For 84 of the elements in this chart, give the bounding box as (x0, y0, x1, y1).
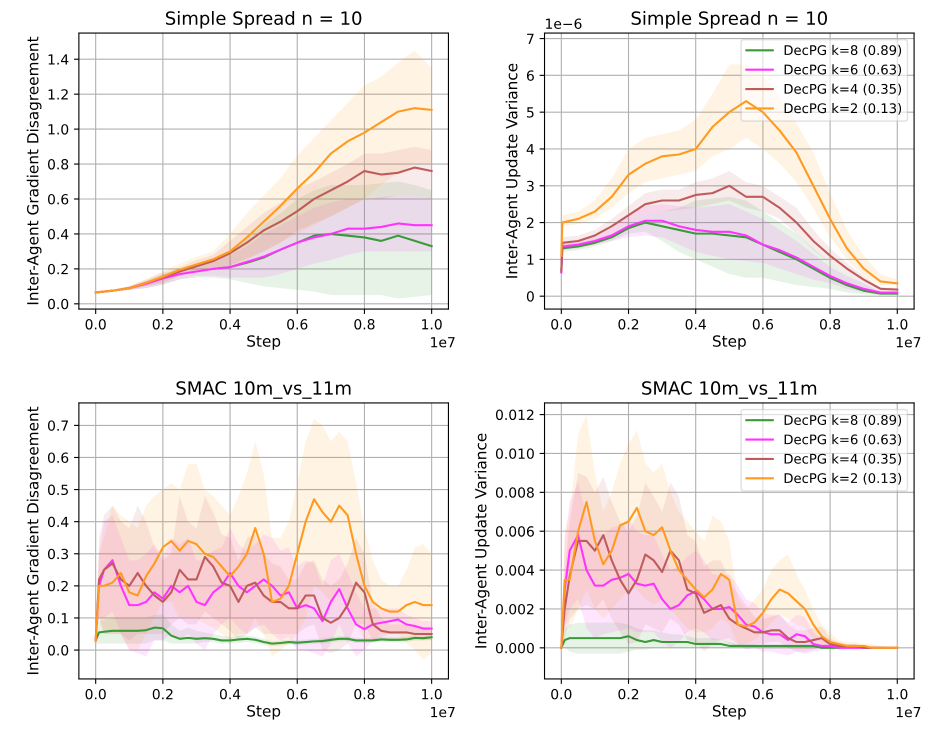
text: 1e7 (431, 337, 455, 348)
x-tick-label: 0.2 (618, 319, 638, 330)
x-tick-label: 0.4 (220, 688, 240, 700)
x-axis-title: Step (712, 335, 746, 350)
y-tick-label: 0.012 (496, 410, 534, 420)
y-tick-label: 0.1 (48, 612, 68, 624)
y-tick-label: 1.0 (48, 124, 68, 135)
y-tick-label: 0.0 (48, 645, 68, 656)
y-tick-label: 0.004 (496, 565, 534, 576)
y-tick-label: 0.0 (48, 298, 68, 310)
legend-label: DecPG k=2 (0.13) (784, 472, 902, 485)
y-tick-label: 0.002 (496, 604, 534, 614)
text: 1e−6 (546, 18, 582, 29)
y-tick-label: 0.4 (48, 228, 68, 240)
x-tick-label: 0.6 (287, 688, 308, 700)
y-tick-label: 0.4 (48, 516, 68, 528)
x-tick-label: 0.2 (152, 688, 173, 700)
y-axis-title: Inter-Agent Gradient Disagreement (26, 36, 42, 304)
text: 1e7 (431, 706, 455, 718)
x-tick-label: 0.8 (354, 319, 375, 330)
line-series (94, 107, 433, 294)
x-axis-title: Step (712, 705, 746, 720)
x-tick-label: 0.8 (820, 688, 840, 700)
y-axis-title: Inter-Agent Update Variance (506, 64, 520, 278)
chart-title: Simple Spread n = 10 (166, 10, 362, 28)
x-axis-title: Step (247, 335, 280, 350)
y-tick-label: 2 (526, 218, 534, 228)
chart-title: Simple Spread n = 10 (632, 10, 827, 28)
y-tick-label: 1.4 (48, 54, 68, 65)
y-tick-label: 4 (526, 144, 534, 154)
line-series (94, 626, 433, 645)
y-tick-label: 0.2 (48, 580, 68, 592)
x-tick-label: 0.4 (686, 319, 706, 330)
legend-label: DecPG k=4 (0.35) (784, 84, 902, 96)
legend-label: DecPG k=8 (0.89) (784, 44, 902, 57)
legend-label: DecPG k=4 (0.35) (784, 454, 902, 466)
line-series (560, 501, 898, 649)
y-tick-label: 0.5 (48, 484, 68, 496)
y-tick-label: 0.2 (48, 264, 68, 274)
x-tick-label: 0.4 (220, 319, 240, 330)
y-tick-label: 1.2 (48, 89, 68, 100)
chart-title: SMAC 10m_vs_11m (642, 381, 816, 399)
y-tick-label: 0.010 (496, 448, 534, 459)
x-tick-label: 0.0 (551, 688, 572, 700)
x-tick-label: 1.0 (422, 319, 442, 330)
x-tick-label: 1.0 (422, 688, 442, 700)
x-tick-label: 0.8 (354, 688, 375, 700)
x-axis-title: Step (247, 705, 280, 720)
x-tick-label: 0.6 (752, 688, 774, 700)
legend-label: DecPG k=8 (0.89) (784, 414, 902, 427)
y-tick-label: 0.8 (48, 159, 68, 170)
y-tick-label: 0.006 (496, 526, 534, 537)
x-tick-label: 0.4 (686, 688, 706, 700)
x-tick-label: 0.2 (152, 319, 173, 330)
y-tick-label: 0.6 (48, 452, 68, 463)
x-tick-label: 0.0 (86, 688, 106, 700)
y-tick-label: 0.008 (496, 487, 534, 498)
text: 1e7 (896, 337, 920, 348)
y-tick-label: 0.3 (48, 548, 68, 560)
x-tick-label: 0.6 (752, 319, 774, 330)
y-tick-label: 0 (526, 291, 534, 302)
x-tick-label: 1.0 (888, 688, 908, 700)
x-tick-label: 0.2 (618, 688, 638, 700)
y-tick-label: 0.6 (48, 194, 68, 204)
legend-label: DecPG k=6 (0.63) (784, 64, 902, 76)
x-tick-label: 1.0 (888, 319, 908, 330)
legend-label: DecPG k=6 (0.63) (784, 434, 902, 446)
y-tick-label: 5 (527, 107, 534, 118)
y-tick-label: 0.000 (496, 642, 534, 654)
y-tick-label: 1 (527, 254, 534, 265)
y-axis-title: Inter-Agent Gradient Disagreement (26, 406, 42, 674)
y-axis-title: Inter-Agent Update Variance (474, 434, 490, 648)
legend-label: DecPG k=2 (0.13) (784, 103, 902, 115)
x-tick-label: 0.0 (551, 319, 572, 330)
line-series (560, 635, 840, 649)
x-tick-label: 0.6 (287, 319, 308, 330)
chart-title: SMAC 10m_vs_11m (176, 381, 350, 399)
x-tick-label: 0.0 (86, 319, 106, 330)
y-tick-label: 0.7 (48, 420, 68, 431)
y-tick-label: 6 (526, 70, 534, 81)
text: 1e7 (896, 706, 920, 718)
y-tick-label: 3 (527, 180, 534, 192)
x-tick-label: 0.8 (820, 319, 840, 330)
y-tick-label: 7 (527, 34, 534, 44)
